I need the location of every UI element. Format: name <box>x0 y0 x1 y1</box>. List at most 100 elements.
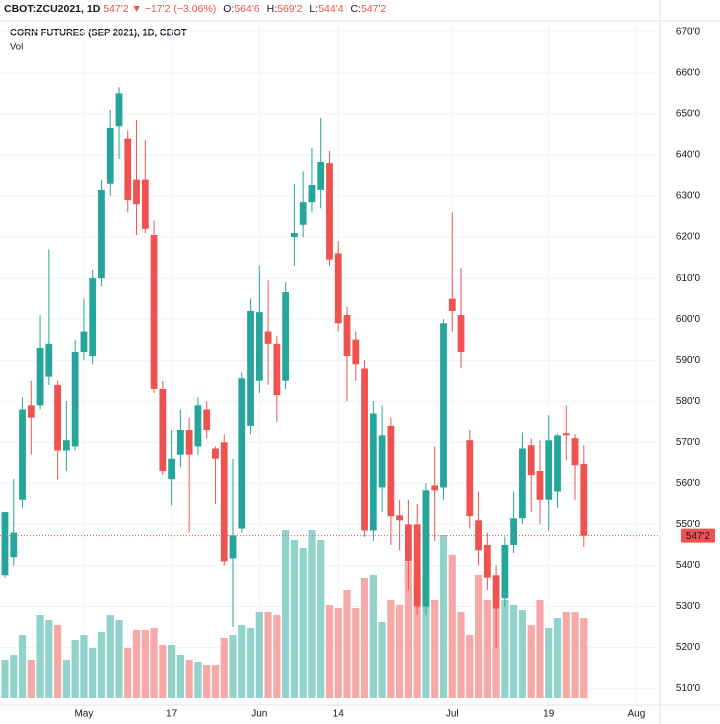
candle-body <box>36 347 44 406</box>
candle-body <box>282 292 290 381</box>
volume-bar <box>378 622 386 698</box>
candle-body <box>273 343 281 396</box>
volume-bar <box>62 660 70 698</box>
candle-body <box>115 93 123 127</box>
volume-bar <box>97 632 106 698</box>
ohlc-value: 544'4 <box>318 3 344 15</box>
ohlc-value: 564'6 <box>234 3 260 15</box>
volume-bar <box>396 605 404 698</box>
x-tick-label: Jul <box>446 709 459 720</box>
candle-body <box>326 163 333 260</box>
volume-bar <box>325 605 334 698</box>
candle-body <box>45 343 53 377</box>
volume-bar <box>483 600 491 698</box>
ohlc-label: L: <box>309 3 319 15</box>
header: CBOT:ZCU2021, 1D 547'2 ▼ −17'2 (−3.06%) … <box>4 3 386 15</box>
candle-body <box>510 518 518 545</box>
candle-body <box>247 310 254 426</box>
candle-body <box>387 425 395 517</box>
last-price: 547'2 <box>103 3 129 15</box>
candle-body <box>150 235 158 389</box>
volume-bar <box>27 660 35 698</box>
candle-body <box>457 315 465 353</box>
candle-body <box>536 471 544 500</box>
candle-body <box>448 298 456 311</box>
volume-bar <box>273 615 281 698</box>
candle-body <box>545 440 553 500</box>
symbol: CBOT:ZCU2021, 1D <box>4 3 101 15</box>
volume-bar <box>510 605 518 698</box>
candle-body <box>466 440 474 517</box>
candle-body <box>89 278 97 357</box>
candle-body <box>229 535 237 559</box>
ohlc-label: C: <box>350 3 361 15</box>
candle-body <box>62 440 70 451</box>
candle-body <box>501 544 509 599</box>
volume-bar <box>404 562 413 698</box>
candle-body <box>527 445 535 476</box>
candle-body <box>413 524 421 607</box>
volume-bar <box>553 618 562 698</box>
candle-body <box>405 524 412 562</box>
volume-bar <box>545 628 553 698</box>
volume-bar <box>413 570 421 698</box>
candle-body <box>19 409 26 500</box>
last-price-label: 547'2 <box>686 531 711 542</box>
candle-body <box>124 138 132 201</box>
volume-bar <box>317 540 325 698</box>
candle-body <box>106 127 114 184</box>
candle-body <box>299 202 307 225</box>
candle-body <box>290 232 298 238</box>
volume-bar <box>343 590 351 698</box>
x-tick-label: 19 <box>543 709 555 720</box>
volume-bar <box>10 655 18 698</box>
volume-bar <box>290 540 298 698</box>
volume-bar <box>18 635 27 698</box>
candle-body <box>492 575 500 609</box>
candle-body <box>71 352 79 447</box>
direction: ▼ <box>131 3 142 15</box>
candle-body <box>159 388 167 472</box>
chart-title: CORN FUTURES (SEP 2021), 1D, CBOT <box>10 28 187 39</box>
candle-body <box>554 435 561 492</box>
y-tick-label: 670'0 <box>676 26 701 37</box>
volume-bar <box>431 600 439 698</box>
candle-body <box>440 323 447 488</box>
candle-body <box>27 405 35 418</box>
candle-body <box>431 485 439 491</box>
candle-body <box>562 433 570 436</box>
candle-body <box>238 378 246 529</box>
candle-body <box>133 179 140 205</box>
volume-bar <box>246 628 255 698</box>
y-tick-label: 630'0 <box>676 191 701 202</box>
volume-bar <box>282 530 290 698</box>
candle-body <box>352 339 360 365</box>
candle-body <box>483 544 491 578</box>
grid <box>0 22 660 705</box>
x-tick-label: May <box>74 709 93 720</box>
volume-bar <box>308 530 316 698</box>
ohlc-value: 547'2 <box>360 3 387 15</box>
volume-bar <box>571 612 579 698</box>
candle-body <box>334 253 342 324</box>
y-tick-label: 580'0 <box>676 396 701 407</box>
candle-body <box>220 442 228 562</box>
candle-body <box>475 520 482 551</box>
candle-body <box>176 429 184 455</box>
volume-bar <box>54 625 62 698</box>
candle-body <box>571 438 579 466</box>
volume-bar <box>124 648 132 698</box>
candle-body <box>98 189 105 279</box>
y-tick-label: 610'0 <box>676 273 701 284</box>
volume-bar <box>448 555 456 698</box>
volume-bar <box>536 600 544 698</box>
volume-bar <box>474 575 483 698</box>
x-tick-label: Aug <box>628 709 646 720</box>
candle-body <box>369 413 377 531</box>
volume-bar <box>360 578 369 698</box>
volume-bar <box>71 640 79 698</box>
volume-bar <box>352 608 360 698</box>
volume-bar <box>176 655 184 698</box>
y-tick-label: 570'0 <box>676 437 701 448</box>
